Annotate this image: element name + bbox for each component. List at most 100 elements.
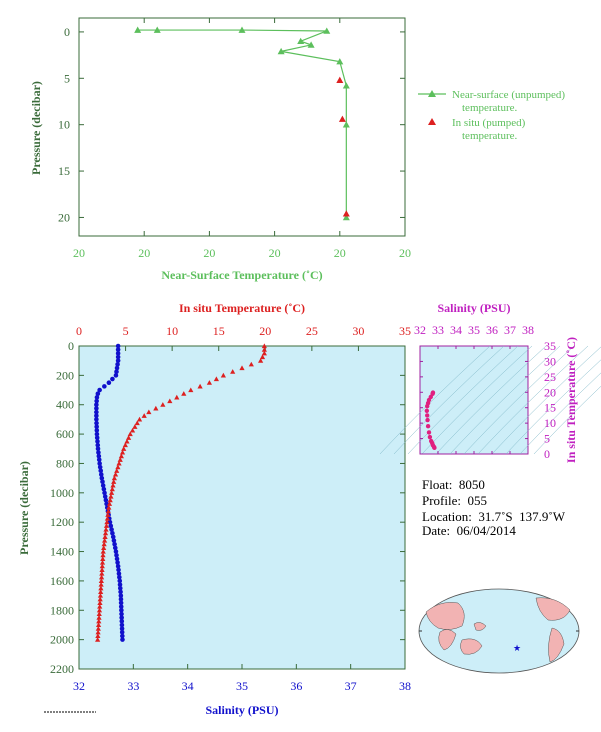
salinity-point bbox=[119, 622, 125, 628]
map-land-north-america bbox=[535, 597, 571, 621]
salinity-point bbox=[119, 626, 125, 631]
near-surface-point bbox=[342, 213, 350, 221]
profile-y-axis-label: Pressure (decibar) bbox=[17, 461, 31, 555]
temperature-point bbox=[107, 497, 113, 503]
y-tick-label: 10 bbox=[58, 118, 70, 132]
salinity-point bbox=[99, 475, 105, 481]
salinity-point bbox=[97, 387, 102, 393]
salinity-point bbox=[94, 428, 100, 433]
temperature-tick-label: 35 bbox=[399, 324, 411, 338]
ts-x-tick-label: 38 bbox=[522, 323, 534, 337]
temperature-tick-label: 20 bbox=[259, 324, 271, 338]
ts-point bbox=[425, 413, 430, 418]
temperature-point bbox=[259, 354, 266, 360]
salinity-point bbox=[95, 391, 101, 397]
density-contour bbox=[491, 346, 601, 455]
map-land-africa bbox=[438, 629, 457, 651]
density-contour bbox=[407, 345, 519, 455]
salinity-point bbox=[114, 365, 120, 371]
salinity-point bbox=[116, 567, 121, 573]
y-tick-label: 20 bbox=[58, 210, 70, 224]
salinity-point bbox=[97, 464, 103, 470]
legend-triangle-in-situ bbox=[428, 118, 436, 125]
density-contour bbox=[533, 385, 601, 455]
salinity-point bbox=[109, 527, 114, 532]
temperature-point bbox=[97, 596, 103, 602]
temperature-point bbox=[103, 526, 109, 532]
salinity-point bbox=[118, 589, 123, 595]
temperature-point bbox=[106, 504, 112, 510]
density-contour bbox=[477, 345, 589, 455]
legend-label-near-surface-line1: Near-surface (unpumped) bbox=[452, 89, 565, 101]
salinity-point bbox=[102, 494, 108, 499]
salinity-point bbox=[113, 549, 119, 554]
ts-x-ticks: 32 33 34 35 36 37 38 bbox=[414, 323, 534, 454]
temperature-point bbox=[102, 534, 108, 539]
temperature-point bbox=[96, 611, 102, 617]
temperature-point bbox=[181, 391, 187, 396]
ts-y-tick-label: 30 bbox=[544, 354, 556, 368]
salinity-point bbox=[106, 380, 112, 386]
temperature-point bbox=[261, 347, 267, 352]
y-tick-label: 200 bbox=[56, 368, 74, 382]
legend-label-in-situ-line1: In situ (pumped) bbox=[452, 117, 526, 129]
temperature-tick-label: 25 bbox=[306, 324, 318, 338]
salinity-point bbox=[94, 398, 99, 404]
salinity-point bbox=[100, 483, 106, 488]
temperature-point bbox=[125, 435, 132, 440]
near-surface-point bbox=[336, 58, 344, 65]
near-surface-point bbox=[238, 26, 246, 33]
ts-point bbox=[426, 430, 432, 435]
x-tick-label: 20 bbox=[73, 246, 85, 260]
temperature-tick-label: 15 bbox=[213, 324, 225, 338]
temperature-point bbox=[101, 545, 107, 550]
near-surface-point bbox=[342, 121, 350, 128]
ts-plot-frame bbox=[419, 345, 529, 455]
salinity-point bbox=[94, 413, 99, 419]
ts-x-tick-label: 34 bbox=[450, 323, 462, 337]
temperature-point bbox=[188, 387, 194, 393]
salinity-point bbox=[94, 431, 100, 437]
y-tick-label: 1800 bbox=[50, 603, 74, 617]
profile-series bbox=[94, 343, 267, 642]
temperature-point bbox=[98, 585, 104, 591]
salinity-point bbox=[115, 560, 120, 565]
temperature-point bbox=[258, 358, 264, 363]
salinity-point bbox=[103, 497, 109, 503]
temperature-point bbox=[102, 537, 108, 543]
salinity-point bbox=[94, 435, 100, 441]
density-contour bbox=[505, 359, 601, 455]
temperature-point bbox=[99, 563, 105, 569]
near-surface-point bbox=[342, 82, 350, 89]
salinity-point bbox=[96, 457, 102, 463]
density-contour bbox=[393, 345, 505, 455]
temperature-point bbox=[111, 479, 117, 484]
near-surface-point bbox=[134, 26, 142, 33]
temperature-point bbox=[97, 600, 103, 606]
temperature-point bbox=[99, 559, 106, 565]
near-surface-point bbox=[153, 26, 161, 33]
temperature-point bbox=[109, 486, 115, 492]
y-tick-label: 5 bbox=[64, 71, 70, 85]
ts-y-tick-label: 0 bbox=[544, 447, 550, 461]
ts-y-axis-label: In situ Temperature (˚C) bbox=[564, 337, 578, 463]
ts-point bbox=[428, 438, 434, 444]
ts-y-tick-label: 35 bbox=[544, 339, 556, 353]
y-tick-label: 15 bbox=[58, 164, 70, 178]
temperature-point bbox=[122, 442, 128, 448]
temperature-point bbox=[124, 438, 130, 444]
salinity-point bbox=[94, 402, 99, 408]
salinity-point bbox=[94, 395, 100, 400]
temperature-point bbox=[111, 475, 117, 481]
temperature-point bbox=[160, 402, 166, 407]
near-surface-plot-frame bbox=[78, 17, 406, 237]
salinity-point bbox=[118, 593, 124, 598]
salinity-point bbox=[112, 545, 118, 551]
salinity-point bbox=[110, 376, 115, 382]
near-surface-point bbox=[297, 37, 305, 44]
salinity-tick-label: 36 bbox=[290, 679, 302, 693]
salinity-point bbox=[119, 615, 124, 620]
temperature-point bbox=[96, 618, 102, 624]
temperature-point bbox=[100, 552, 106, 558]
